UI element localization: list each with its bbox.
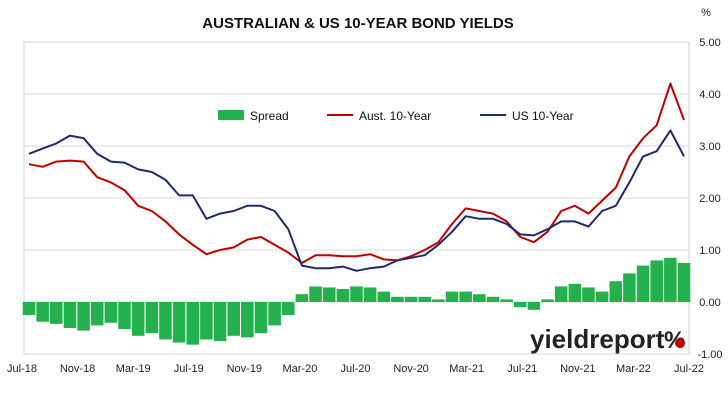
spread-bar: [636, 265, 650, 302]
legend-label-aust: Aust. 10-Year: [359, 109, 431, 123]
spread-bar: [118, 302, 131, 330]
logo-text-yield: yield: [530, 324, 589, 354]
spread-bar: [609, 281, 623, 302]
spread-bar: [541, 299, 554, 302]
spread-bar: [281, 302, 295, 315]
x-tick-label: Mar-21: [449, 363, 484, 375]
legend-label-us: US 10-Year: [512, 109, 574, 123]
x-tick-label: Jul-20: [341, 363, 371, 375]
spread-bar: [172, 302, 186, 343]
spread-bar: [445, 291, 459, 302]
spread-bar: [595, 291, 609, 302]
yieldreport-logo: yieldreport %: [530, 324, 685, 354]
spread-bar: [486, 296, 500, 302]
spread-bar: [391, 296, 404, 302]
y-tick-label: 3.00: [699, 141, 720, 153]
spread-bar: [623, 273, 636, 302]
spread-bar: [254, 302, 268, 334]
x-tick-label: Nov-19: [227, 363, 262, 375]
y-tick-label: 5.00: [699, 37, 720, 49]
spread-bar: [363, 287, 377, 302]
spread-bar: [336, 289, 350, 302]
x-tick-label: Jul-22: [674, 363, 704, 375]
logo-wordmark: yieldreport: [530, 324, 665, 354]
spread-bar: [36, 302, 49, 322]
x-tick-label: Nov-18: [60, 363, 95, 375]
us-10-year-line: [28, 129, 685, 272]
spread-bar: [377, 291, 391, 302]
spread-bar: [63, 302, 77, 328]
x-tick-label: Jul-18: [7, 363, 37, 375]
x-tick-label: Jul-21: [507, 363, 537, 375]
spread-bar: [200, 302, 213, 340]
y-unit-label: %: [701, 7, 711, 19]
spread-bar: [309, 286, 322, 302]
y-tick-label: 4.00: [699, 89, 720, 101]
spread-bar: [568, 283, 582, 302]
spread-bar: [50, 302, 63, 324]
chart-title: AUSTRALIAN & US 10-YEAR BOND YIELDS: [202, 15, 513, 32]
spread-bar: [513, 302, 527, 308]
legend-label-spread: Spread: [250, 109, 289, 123]
spread-bar: [145, 302, 159, 334]
y-axis-ticks: 5.00 4.00 3.00 2.00 1.00 0.00 -1.00: [697, 37, 722, 361]
spread-bar: [664, 257, 677, 302]
spread-bar: [650, 260, 663, 302]
legend-swatch-spread: [218, 110, 244, 120]
aust-10-year-line: [28, 82, 685, 264]
spread-bar: [554, 286, 568, 302]
x-tick-label: Nov-20: [393, 363, 428, 375]
spread-bar: [582, 287, 595, 302]
spread-bar: [159, 302, 172, 340]
x-tick-label: Nov-21: [560, 363, 595, 375]
spread-bar: [350, 286, 363, 302]
y-tick-label: 2.00: [699, 193, 720, 205]
spread-bar: [90, 302, 104, 326]
spread-bar: [77, 302, 90, 331]
spread-bar: [213, 302, 227, 341]
y-tick-label: 1.00: [699, 245, 720, 257]
x-axis-ticks: Jul-18 Nov-18 Mar-19 Jul-19 Nov-19 Mar-20 Jul-…: [7, 363, 704, 375]
spread-bar: [432, 299, 445, 302]
logo-text-report: report: [589, 324, 664, 354]
spread-bar: [404, 296, 418, 302]
spread-bar: [459, 291, 472, 302]
legend: Spread Aust. 10-Year US 10-Year: [218, 109, 574, 123]
spread-bar: [322, 287, 336, 302]
y-tick-label: -1.00: [697, 349, 722, 361]
logo-red-dot-icon: [675, 338, 685, 348]
spread-bar: [241, 302, 254, 338]
spread-series: [22, 257, 691, 345]
x-tick-label: Mar-22: [616, 363, 651, 375]
spread-bar: [268, 302, 281, 326]
spread-bar: [186, 302, 200, 345]
spread-bar: [295, 294, 309, 302]
spread-bar: [131, 302, 145, 336]
spread-bar: [104, 302, 118, 323]
line-series: [28, 82, 685, 272]
spread-bar: [22, 302, 36, 315]
spread-bar: [677, 263, 691, 302]
spread-bar: [527, 302, 541, 310]
spread-bar: [227, 302, 240, 336]
spread-bar: [473, 294, 486, 302]
spread-bar: [418, 296, 432, 302]
y-tick-label: 0.00: [699, 297, 720, 309]
x-tick-label: Jul-19: [174, 363, 204, 375]
x-tick-label: Mar-19: [116, 363, 151, 375]
x-tick-label: Mar-20: [282, 363, 317, 375]
spread-bar: [500, 299, 513, 302]
